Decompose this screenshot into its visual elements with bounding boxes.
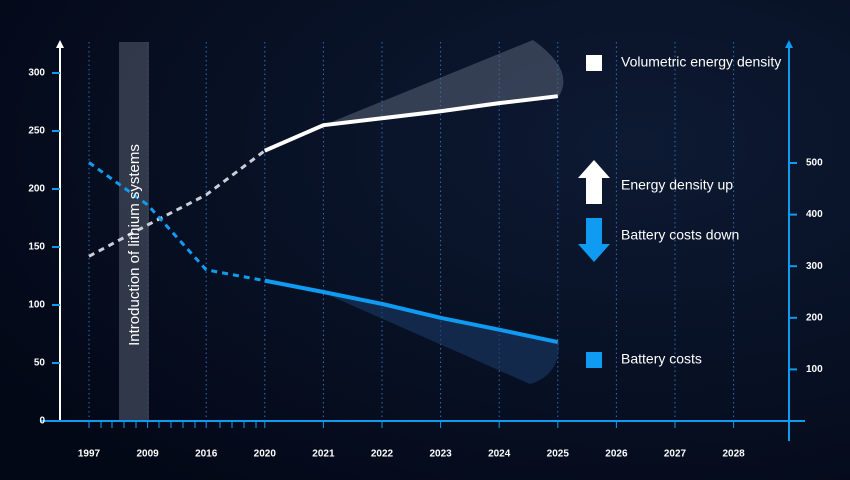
y-tick-label: 200 bbox=[28, 184, 45, 195]
highlight-band bbox=[119, 42, 149, 421]
plot-area bbox=[88, 94, 559, 345]
y2-tick-label: 100 bbox=[806, 364, 823, 375]
line-historical bbox=[88, 161, 266, 283]
up-arrow bbox=[578, 160, 610, 204]
legend-swatch bbox=[586, 352, 602, 368]
y-tick-label: 250 bbox=[28, 126, 45, 137]
band-label: Introduction of lithium systems bbox=[126, 144, 143, 346]
legend-label: Battery costs bbox=[621, 351, 702, 367]
legend-swatch bbox=[586, 55, 602, 71]
minor-ticks bbox=[100, 421, 257, 428]
x-tick-label: 2027 bbox=[664, 449, 687, 460]
uncertainty-fan bbox=[324, 40, 564, 125]
uncertainty-fan bbox=[324, 293, 560, 384]
x-tick-label: 2023 bbox=[429, 449, 452, 460]
line-forecast bbox=[264, 94, 559, 153]
x-tick-label: 2028 bbox=[722, 449, 745, 460]
x-tick-label: 2022 bbox=[371, 449, 394, 460]
x-tick-label: 2026 bbox=[605, 449, 628, 460]
y2-tick-label: 300 bbox=[806, 261, 823, 272]
x-tick-label: 2016 bbox=[195, 449, 218, 460]
y-tick-label: 100 bbox=[28, 300, 45, 311]
y-tick-label: 0 bbox=[39, 416, 45, 427]
x-tick-label: 2021 bbox=[312, 449, 335, 460]
line-forecast bbox=[264, 278, 559, 345]
annotation: Energy density up bbox=[621, 177, 733, 193]
y-tick-label: 50 bbox=[34, 358, 46, 369]
axis-arrow bbox=[785, 40, 793, 48]
y-tick-label: 300 bbox=[28, 68, 45, 79]
y2-tick-label: 500 bbox=[806, 158, 823, 169]
down-arrow bbox=[578, 218, 610, 262]
legend: Volumetric energy density Battery costs bbox=[586, 54, 781, 368]
x-tick-label: 2025 bbox=[547, 449, 570, 460]
axis-arrow bbox=[56, 40, 64, 48]
x-tick-label: 1997 bbox=[78, 449, 101, 460]
x-tick-label: 2009 bbox=[136, 449, 159, 460]
y2-tick-label: 400 bbox=[806, 209, 823, 220]
y-tick-label: 150 bbox=[28, 242, 45, 253]
x-tick-label: 2024 bbox=[488, 449, 511, 460]
line-historical bbox=[88, 149, 266, 258]
annotation: Battery costs down bbox=[621, 227, 739, 243]
legend-label: Volumetric energy density bbox=[621, 54, 781, 70]
x-tick-label: 2020 bbox=[254, 449, 277, 460]
y2-tick-label: 200 bbox=[806, 312, 823, 323]
